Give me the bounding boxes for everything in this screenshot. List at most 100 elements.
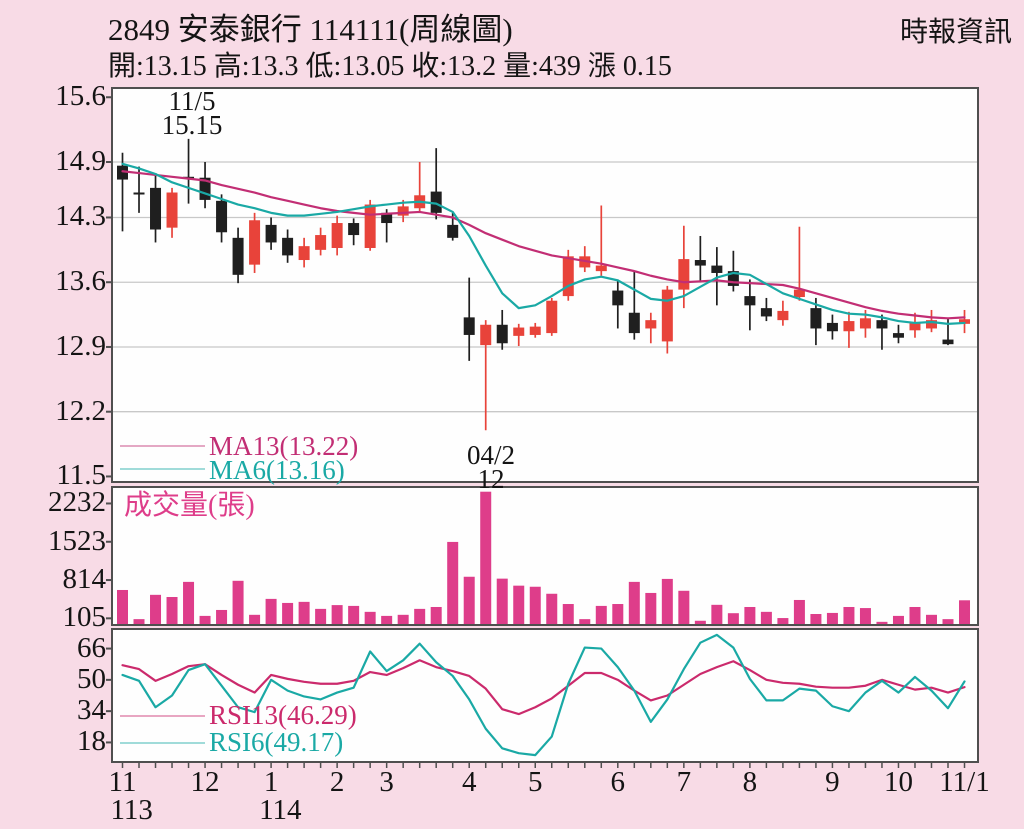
volume-bar — [711, 604, 723, 624]
month-label: 5 — [528, 766, 543, 798]
candle-body — [232, 237, 244, 275]
legend-ma6: MA6(13.16) — [209, 455, 345, 485]
candle-body — [959, 319, 971, 324]
candle-body — [645, 320, 657, 329]
volume-bar — [348, 605, 360, 624]
month-label: 11 — [108, 766, 137, 798]
volume-bar — [909, 606, 921, 624]
candle-body — [447, 224, 459, 238]
volume-bar — [562, 604, 574, 624]
volume-bar — [843, 606, 855, 624]
candle-body — [199, 177, 211, 200]
candle-body — [727, 271, 739, 286]
price-tick-label: 12.2 — [55, 394, 106, 427]
legend-rsi13: RSI13(46.29) — [209, 700, 357, 730]
volume-bar — [397, 614, 409, 624]
month-label: 9 — [825, 766, 840, 798]
volume-bar — [364, 611, 376, 624]
candle-body — [925, 320, 937, 329]
volume-bar — [859, 608, 871, 624]
candle-body — [282, 237, 294, 256]
volume-bar — [661, 578, 673, 624]
candle-body — [694, 260, 706, 266]
volume-bar — [133, 619, 145, 624]
volume-bar — [777, 618, 789, 624]
volume-bar — [760, 611, 772, 624]
volume-title: 成交量(張) — [124, 490, 255, 521]
volume-bar — [463, 576, 475, 624]
candle-body — [348, 223, 360, 236]
volume-bar — [546, 593, 558, 624]
volume-bar — [645, 592, 657, 624]
volume-bar — [694, 620, 706, 624]
volume-bar — [199, 615, 211, 624]
candle-body — [793, 289, 805, 298]
candle-body — [298, 246, 310, 261]
candle-body — [711, 265, 723, 273]
candle-body — [513, 327, 525, 336]
source-label: 時報資訊 — [899, 17, 1012, 48]
candle-body — [562, 256, 574, 297]
candle-body — [117, 165, 128, 180]
candle-body — [133, 192, 145, 195]
candle-body — [249, 220, 261, 265]
volume-bar — [381, 615, 393, 624]
rsi-tick-label: 34 — [77, 694, 106, 727]
month-label: 12 — [190, 766, 220, 798]
volume-tick-label: 814 — [62, 563, 107, 596]
volume-bar — [959, 600, 971, 624]
quote-line: 開:13.15 高:13.3 低:13.05 收:13.2 量:439 漲 0.… — [108, 51, 672, 82]
candle-body — [909, 321, 921, 331]
volume-tick-label: 2232 — [48, 486, 106, 519]
month-label: 11/1 — [939, 766, 990, 798]
annotation-high-date: 11/5 — [168, 86, 216, 116]
legend-rsi6: RSI6(49.17) — [209, 727, 344, 757]
month-label: 10 — [883, 766, 913, 798]
volume-bar — [414, 608, 426, 624]
volume-tick-label: 105 — [62, 601, 107, 634]
candle-body — [546, 300, 558, 334]
volume-bar — [496, 578, 508, 624]
volume-tick-label: 1523 — [48, 524, 106, 557]
volume-bar — [166, 597, 178, 624]
price-tick-label: 13.6 — [55, 265, 106, 298]
volume-bar — [430, 606, 442, 624]
legend-ma13: MA13(13.22) — [209, 431, 359, 461]
volume-bar — [925, 614, 937, 624]
volume-bar — [480, 491, 492, 624]
volume-bar — [216, 609, 228, 624]
volume-bar — [447, 541, 459, 624]
rsi-tick-label: 66 — [77, 631, 106, 664]
candle-body — [777, 310, 789, 321]
candle-body — [760, 308, 772, 317]
volume-bar — [183, 581, 195, 624]
candle-body — [150, 187, 162, 230]
candle-body — [892, 333, 904, 338]
price-tick-label: 15.6 — [55, 80, 106, 113]
volume-bar — [826, 612, 838, 624]
volume-bar — [249, 614, 261, 624]
candle-body — [331, 223, 343, 249]
candle-body — [166, 192, 178, 228]
rsi-tick-label: 50 — [77, 662, 106, 695]
month-label: 4 — [461, 766, 477, 798]
candle-body — [216, 200, 228, 233]
month-label: 6 — [610, 766, 626, 798]
volume-bar — [744, 606, 756, 624]
month-label: 7 — [676, 766, 692, 798]
year-label: 113 — [110, 794, 153, 826]
volume-bar — [315, 608, 327, 624]
price-tick-label: 12.9 — [55, 329, 106, 362]
volume-bar — [942, 619, 954, 624]
candle-body — [265, 224, 277, 243]
candle-body — [859, 318, 871, 329]
candle-body — [397, 206, 409, 216]
candle-body — [942, 339, 954, 345]
rsi-tick-label: 18 — [77, 725, 106, 758]
candle-body — [876, 320, 888, 329]
candle-body — [430, 191, 442, 213]
candle-body — [595, 265, 607, 272]
candle-body — [810, 308, 822, 329]
